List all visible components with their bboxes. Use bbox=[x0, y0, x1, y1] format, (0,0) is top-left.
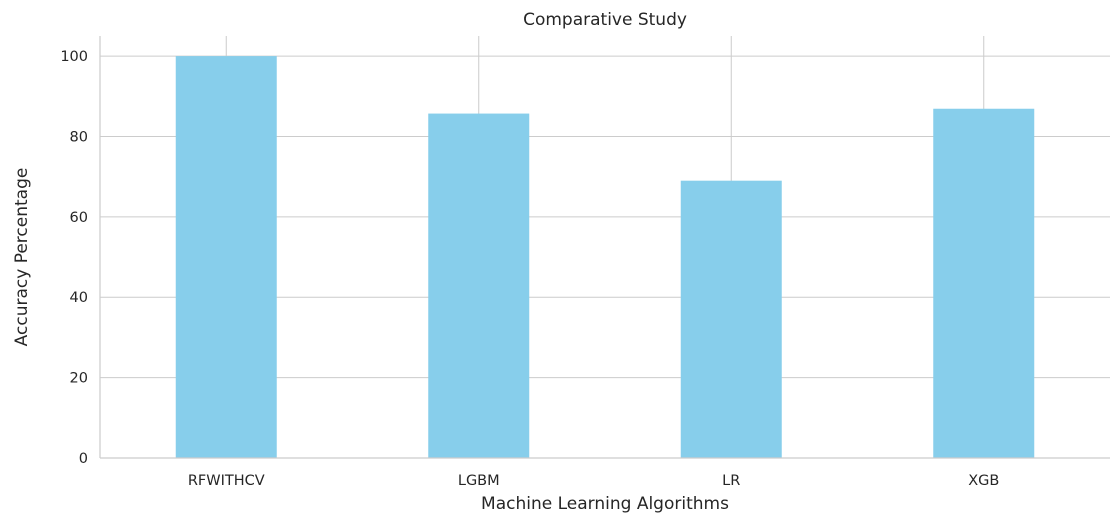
x-tick-label: LGBM bbox=[458, 473, 500, 489]
x-axis-label: Machine Learning Algorithms bbox=[481, 494, 729, 514]
x-tick-label: RFWITHCV bbox=[188, 473, 265, 489]
y-tick-label: 20 bbox=[70, 371, 88, 387]
y-tick-label: 0 bbox=[79, 451, 88, 467]
chart-title: Comparative Study bbox=[523, 10, 687, 30]
y-axis-label: Accuracy Percentage bbox=[12, 168, 32, 347]
bar-xgb bbox=[933, 108, 1035, 459]
bar-lr bbox=[680, 180, 782, 458]
y-tick-label: 80 bbox=[70, 129, 88, 145]
x-tick-label: XGB bbox=[968, 473, 999, 489]
bar-lgbm bbox=[428, 113, 530, 458]
bar-rfwithcv bbox=[175, 56, 277, 458]
x-tick-label: LR bbox=[722, 473, 740, 489]
y-tick-label: 40 bbox=[70, 290, 88, 306]
bars bbox=[175, 56, 1035, 459]
y-tick-label: 100 bbox=[60, 49, 88, 65]
y-tick-label: 60 bbox=[70, 210, 88, 226]
axes bbox=[99, 36, 1110, 459]
tick-labels: 0 20 40 60 80 100 RFWITHCV LGBM LR XGB bbox=[60, 49, 999, 489]
